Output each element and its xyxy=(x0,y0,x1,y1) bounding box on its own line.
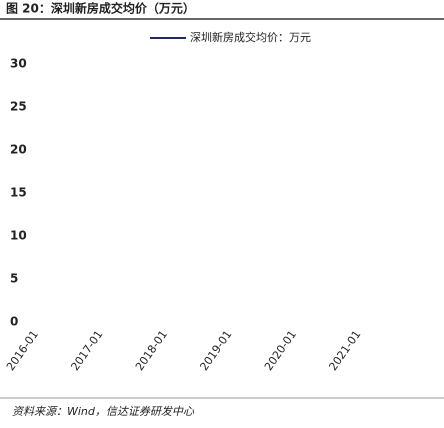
legend-label: 深圳新房成交均价：万元 xyxy=(190,30,311,44)
y-tick-label: 25 xyxy=(10,100,27,114)
x-tick-label: 2019-01 xyxy=(197,328,234,373)
x-tick-label: 2021-01 xyxy=(326,328,363,373)
y-tick-label: 15 xyxy=(10,186,27,200)
y-tick-label: 30 xyxy=(10,57,27,71)
source-note: 资料来源：Wind，信达证券研发中心 xyxy=(12,405,195,418)
y-tick-label: 5 xyxy=(10,272,18,286)
x-tick-label: 2016-01 xyxy=(4,328,41,373)
y-tick-label: 0 xyxy=(10,315,18,329)
x-tick-label: 2018-01 xyxy=(133,328,170,373)
y-tick-label: 10 xyxy=(10,229,27,243)
y-tick-label: 20 xyxy=(10,143,27,157)
x-tick-label: 2017-01 xyxy=(68,328,105,373)
chart-title: 图 20：深圳新房成交均价（万元） xyxy=(6,1,195,16)
x-tick-label: 2020-01 xyxy=(262,328,299,373)
